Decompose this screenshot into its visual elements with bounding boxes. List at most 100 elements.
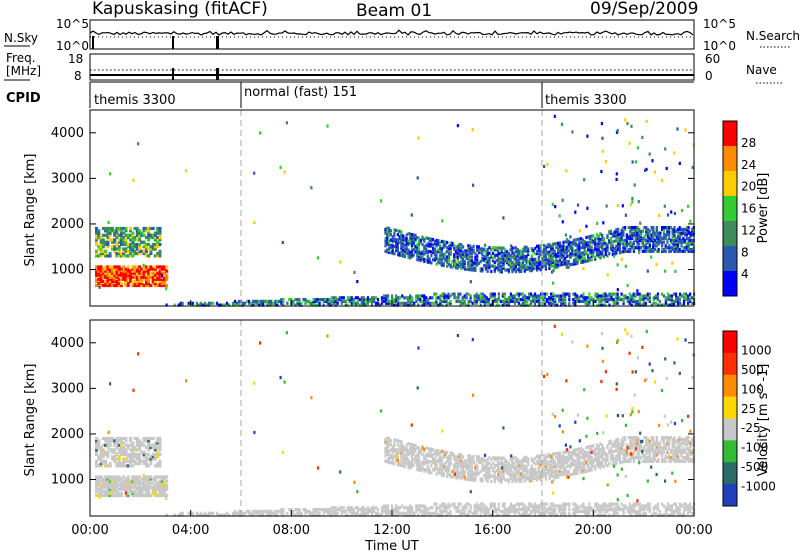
- velocity-cell: [119, 477, 123, 481]
- velocity-cell: [458, 474, 461, 478]
- velocity-cell: [594, 504, 597, 508]
- power-cell: [153, 275, 157, 279]
- velocity-cell: [449, 453, 452, 457]
- velocity-cell: [140, 491, 144, 495]
- power-cell: [676, 301, 680, 305]
- velocity-cell: [101, 479, 105, 483]
- power-cell: [645, 238, 648, 242]
- power-cell: [463, 249, 466, 253]
- power-cell: [517, 301, 520, 305]
- power-cell: [411, 296, 414, 300]
- velocity-cell: [475, 502, 478, 506]
- velocity-cell: [104, 485, 108, 489]
- velocity-cell: [439, 471, 442, 475]
- power-cell: [523, 303, 527, 307]
- velocity-cell: [463, 506, 466, 510]
- velocity-cell: [531, 509, 535, 513]
- power-cell: [447, 263, 451, 267]
- power-cell: [590, 296, 593, 300]
- velocity-cell: [144, 436, 148, 441]
- power-cell: [500, 266, 503, 270]
- power-cell: [654, 233, 657, 237]
- power-cell: [684, 296, 688, 300]
- velocity-cell: [101, 483, 105, 487]
- velocity-cell: [493, 463, 496, 467]
- noise-drop-2: [172, 36, 174, 49]
- power-cell: [106, 271, 110, 275]
- power-cell: [546, 292, 549, 296]
- velocity-cell: [474, 478, 477, 482]
- power-cell: [451, 241, 454, 245]
- power-cell: [678, 294, 682, 298]
- velocity-cell: [403, 511, 406, 515]
- power-cell: [542, 298, 545, 302]
- velocity-cell: [497, 469, 500, 473]
- power-cell: [115, 283, 119, 288]
- power-cell: [569, 235, 572, 239]
- power-cell: [444, 240, 447, 244]
- velocity-cell: [416, 453, 419, 457]
- power-cell: [417, 136, 420, 140]
- power-cell: [99, 273, 103, 277]
- power-cell: [552, 281, 555, 285]
- power-cell: [421, 299, 424, 303]
- power-cell: [638, 227, 641, 231]
- velocity-cell: [151, 446, 155, 450]
- power-cell: [393, 252, 396, 256]
- velocity-cell: [330, 506, 333, 510]
- power-cell: [449, 241, 452, 245]
- power-cell: [636, 246, 639, 250]
- power-cell: [463, 296, 466, 300]
- power-cell: [453, 258, 456, 262]
- velocity-cell: [612, 509, 615, 513]
- power-cell: [528, 258, 532, 262]
- velocity-cell: [286, 511, 289, 515]
- power-cell: [443, 298, 446, 302]
- power-cell: [238, 303, 241, 307]
- power-cell: [595, 249, 599, 253]
- station-title: Kapuskasing (fitACF): [92, 0, 268, 19]
- power-cell: [676, 296, 680, 300]
- power-cell: [562, 244, 565, 248]
- power-cell: [446, 250, 449, 254]
- power-cell: [672, 301, 676, 305]
- power-cell: [642, 298, 645, 302]
- velocity-cell: [454, 476, 458, 480]
- power-cell: [488, 257, 491, 261]
- power-cell: [671, 261, 674, 265]
- power-cell: [447, 294, 450, 298]
- velocity-cell: [684, 502, 688, 506]
- velocity-cell: [523, 509, 527, 513]
- velocity-cell: [588, 502, 591, 506]
- velocity-cell: [548, 506, 551, 510]
- velocity-cell: [610, 502, 613, 506]
- velocity-cell: [514, 456, 517, 460]
- velocity-cell: [165, 483, 169, 487]
- power-cell: [638, 301, 641, 305]
- power-cell: [687, 244, 690, 248]
- power-cell: [140, 240, 144, 244]
- velocity-cell: [437, 449, 440, 453]
- power-cell: [472, 248, 475, 252]
- power-cell: [582, 296, 585, 300]
- power-cell: [362, 299, 365, 303]
- velocity-cell: [435, 509, 438, 513]
- power-cell: [578, 299, 581, 303]
- power-cell: [634, 231, 637, 235]
- power-cell: [95, 277, 98, 281]
- power-cell: [687, 296, 690, 300]
- power-cell: [106, 275, 110, 279]
- power-cell: [151, 275, 155, 279]
- power-cell: [449, 252, 452, 256]
- power-cell: [590, 258, 593, 262]
- power-cell: [652, 296, 655, 300]
- power-cell: [562, 260, 565, 264]
- velocity-cell: [525, 466, 528, 470]
- power-cell: [104, 249, 108, 253]
- velocity-cell: [421, 445, 424, 449]
- velocity-cell: [562, 511, 565, 515]
- power-cell: [675, 240, 678, 244]
- velocity-cell: [640, 508, 643, 512]
- power-cell: [417, 296, 420, 300]
- power-cell: [676, 231, 680, 235]
